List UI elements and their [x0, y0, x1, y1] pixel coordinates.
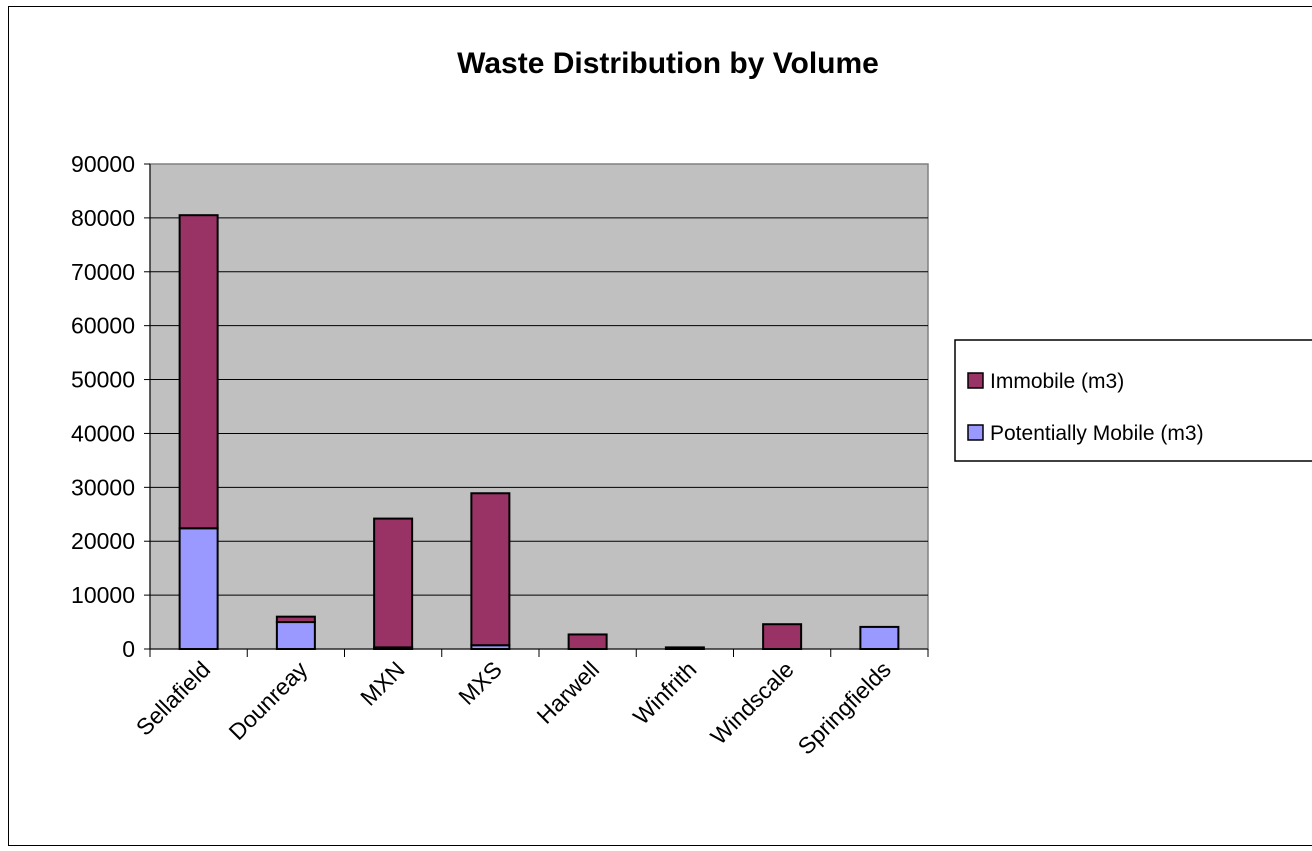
category-label: Springfields — [793, 656, 896, 759]
category-label: Dounreay — [224, 656, 313, 745]
legend-swatch — [967, 424, 984, 441]
legend-label: Potentially Mobile (m3) — [990, 422, 1204, 445]
axes — [144, 163, 929, 657]
y-tick-labels: 0 10000 20000 30000 40000 50000 60000 70000 8000… — [71, 151, 135, 662]
category-label: MXS — [453, 656, 507, 710]
bar-mxn-immobile — [373, 517, 414, 649]
y-tick-label: 50000 — [71, 367, 135, 393]
bar-mxs-immobile — [470, 492, 511, 647]
bar-sellafield-immobile — [178, 214, 219, 530]
category-label: Sellafield — [131, 656, 215, 740]
y-tick-label: 10000 — [71, 582, 135, 608]
category-label: Harwell — [532, 656, 605, 729]
y-tick-label: 30000 — [71, 474, 135, 500]
bar-harwell-immobile — [567, 633, 608, 651]
bar-dounreay-potentially-mobile — [275, 621, 316, 650]
y-tick-label: 40000 — [71, 420, 135, 446]
legend-swatch — [967, 372, 984, 389]
category-label: Windscale — [705, 656, 798, 749]
category-label: Winfrith — [628, 656, 702, 730]
y-tick-label: 20000 — [71, 528, 135, 554]
bar-windscale-immobile — [762, 623, 803, 651]
y-tick-label: 0 — [122, 636, 135, 662]
bar-dounreay-immobile — [275, 615, 316, 624]
legend: Immobile (m3) Potentially Mobile (m3) — [954, 339, 1312, 462]
gridlines — [150, 217, 928, 596]
plot-area — [149, 163, 929, 650]
y-tick-label: 90000 — [71, 151, 135, 177]
legend-box — [954, 339, 1312, 462]
bar-sellafield-potentially-mobile — [178, 527, 219, 650]
chart-title: Waste Distribution by Volume — [457, 47, 879, 80]
bars — [178, 214, 900, 651]
y-tick-label: 70000 — [71, 259, 135, 285]
y-tick-label: 60000 — [71, 313, 135, 339]
y-tick-label: 80000 — [71, 205, 135, 231]
bar-springfields-potentially-mobile — [859, 625, 900, 651]
category-label: MXN — [355, 656, 410, 711]
legend-label: Immobile (m3) — [990, 370, 1124, 393]
category-labels: Sellafield Dounreay MXN MXS Harwell Winfrith W… — [131, 656, 896, 760]
